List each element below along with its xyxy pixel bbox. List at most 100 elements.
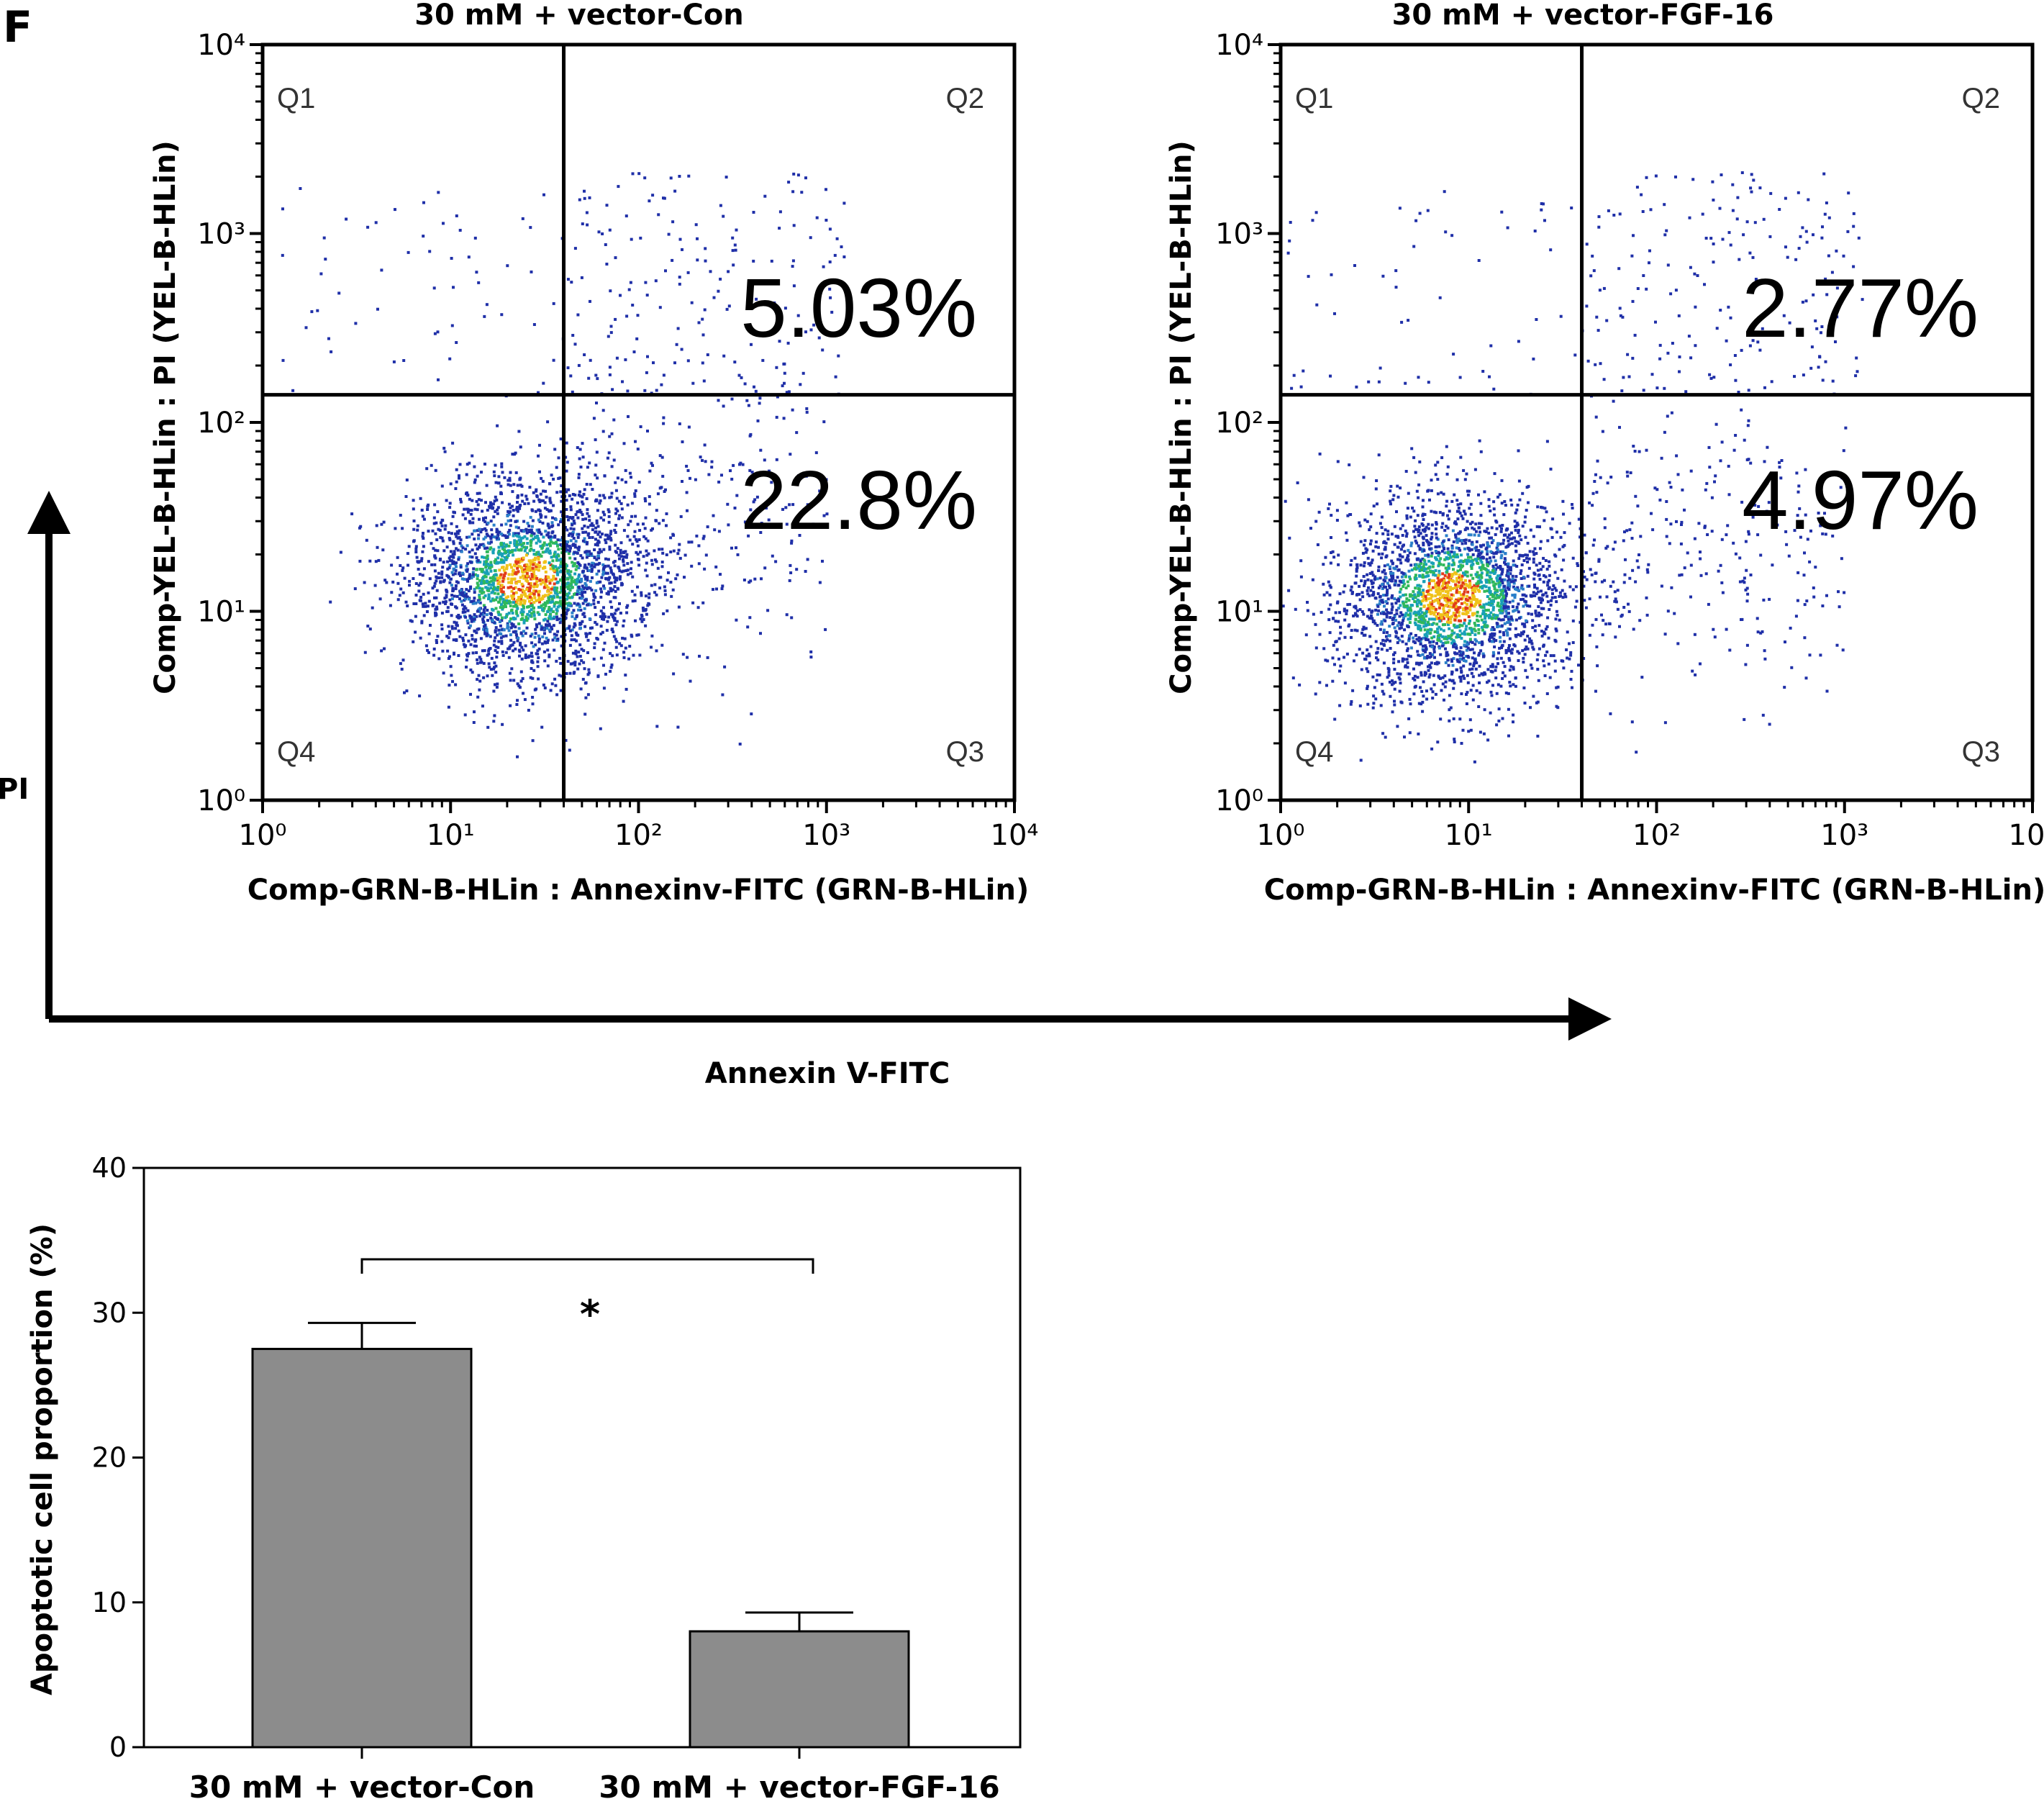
event-dot bbox=[383, 579, 387, 582]
event-dot bbox=[1466, 493, 1470, 497]
event-dot bbox=[712, 588, 714, 592]
event-dot bbox=[483, 574, 486, 578]
event-dot bbox=[399, 587, 403, 591]
event-dot bbox=[540, 604, 543, 607]
event-dot bbox=[1508, 658, 1512, 662]
event-dot bbox=[619, 541, 623, 545]
event-dot bbox=[639, 550, 642, 554]
event-dot bbox=[723, 665, 727, 669]
event-dot bbox=[720, 587, 724, 591]
event-dot bbox=[587, 532, 591, 535]
event-dot bbox=[812, 522, 815, 526]
event-dot bbox=[1571, 556, 1575, 560]
event-dot bbox=[483, 571, 487, 575]
event-dot bbox=[1362, 633, 1366, 637]
event-dot bbox=[1542, 556, 1545, 560]
event-dot bbox=[676, 725, 680, 729]
event-dot bbox=[1337, 637, 1341, 640]
event-dot bbox=[571, 586, 574, 589]
event-dot bbox=[804, 176, 807, 180]
event-dot bbox=[1366, 578, 1370, 581]
event-dot bbox=[1490, 526, 1494, 530]
event-dot bbox=[586, 579, 589, 582]
event-dot bbox=[566, 581, 570, 585]
event-dot bbox=[1554, 640, 1558, 643]
event-dot bbox=[605, 628, 609, 632]
event-dot bbox=[492, 523, 496, 527]
event-dot bbox=[486, 554, 489, 558]
event-dot bbox=[545, 579, 548, 583]
event-dot bbox=[1376, 658, 1380, 662]
event-dot bbox=[497, 600, 501, 604]
event-dot bbox=[1446, 600, 1450, 604]
event-dot bbox=[496, 579, 499, 582]
event-dot bbox=[1421, 550, 1425, 553]
event-dot bbox=[559, 438, 563, 440]
event-dot bbox=[1440, 491, 1443, 494]
event-dot bbox=[1398, 590, 1402, 594]
event-dot bbox=[814, 310, 818, 314]
event-dot bbox=[1441, 572, 1445, 576]
event-dot bbox=[487, 649, 491, 653]
event-dot bbox=[749, 432, 753, 436]
event-dot bbox=[550, 587, 553, 591]
event-dot bbox=[636, 522, 640, 526]
event-dot bbox=[1448, 578, 1451, 581]
event-dot bbox=[1425, 563, 1428, 566]
event-dot bbox=[631, 543, 635, 546]
event-dot bbox=[1409, 612, 1412, 615]
event-dot bbox=[468, 626, 471, 630]
event-dot bbox=[607, 451, 611, 455]
event-dot bbox=[483, 649, 486, 653]
event-dot bbox=[1346, 603, 1350, 607]
event-dot bbox=[608, 548, 612, 551]
event-dot bbox=[1385, 612, 1389, 616]
event-dot bbox=[475, 271, 478, 274]
event-dot bbox=[1517, 531, 1520, 535]
event-dot bbox=[499, 606, 502, 610]
event-dot bbox=[380, 649, 383, 653]
event-dot bbox=[448, 502, 452, 505]
event-dot bbox=[422, 567, 426, 571]
event-dot bbox=[1479, 502, 1483, 505]
event-dot bbox=[1422, 512, 1425, 516]
event-dot bbox=[1407, 625, 1410, 629]
event-dot bbox=[599, 633, 603, 635]
event-dot bbox=[714, 565, 718, 568]
event-dot bbox=[438, 528, 442, 532]
event-dot bbox=[613, 619, 617, 622]
event-dot bbox=[645, 294, 649, 297]
event-dot bbox=[1525, 676, 1529, 679]
event-dot bbox=[1505, 649, 1509, 653]
event-dot bbox=[1489, 611, 1493, 615]
event-dot bbox=[521, 536, 524, 540]
event-dot bbox=[618, 557, 621, 561]
event-dot bbox=[465, 564, 468, 568]
event-dot bbox=[1454, 555, 1458, 558]
event-dot bbox=[1421, 653, 1425, 656]
event-dot bbox=[414, 582, 418, 585]
event-dot bbox=[1483, 589, 1486, 593]
event-dot bbox=[1509, 684, 1512, 688]
event-dot bbox=[400, 667, 404, 671]
event-dot bbox=[578, 448, 582, 451]
event-dot bbox=[1339, 631, 1343, 635]
event-dot bbox=[496, 592, 500, 596]
event-dot bbox=[446, 567, 450, 571]
event-dot bbox=[510, 550, 514, 553]
event-dot bbox=[569, 527, 573, 530]
event-dot bbox=[1376, 612, 1379, 616]
event-dot bbox=[565, 607, 568, 610]
event-dot bbox=[534, 643, 537, 647]
event-dot bbox=[697, 544, 701, 548]
event-dot bbox=[1458, 578, 1462, 581]
event-dot bbox=[1361, 610, 1364, 613]
event-dot bbox=[631, 172, 635, 176]
event-dot bbox=[702, 379, 706, 383]
event-dot bbox=[735, 494, 739, 497]
event-dot bbox=[553, 636, 557, 640]
event-dot bbox=[482, 517, 485, 520]
event-dot bbox=[494, 569, 497, 573]
event-dot bbox=[373, 584, 377, 587]
event-dot bbox=[1447, 566, 1450, 570]
